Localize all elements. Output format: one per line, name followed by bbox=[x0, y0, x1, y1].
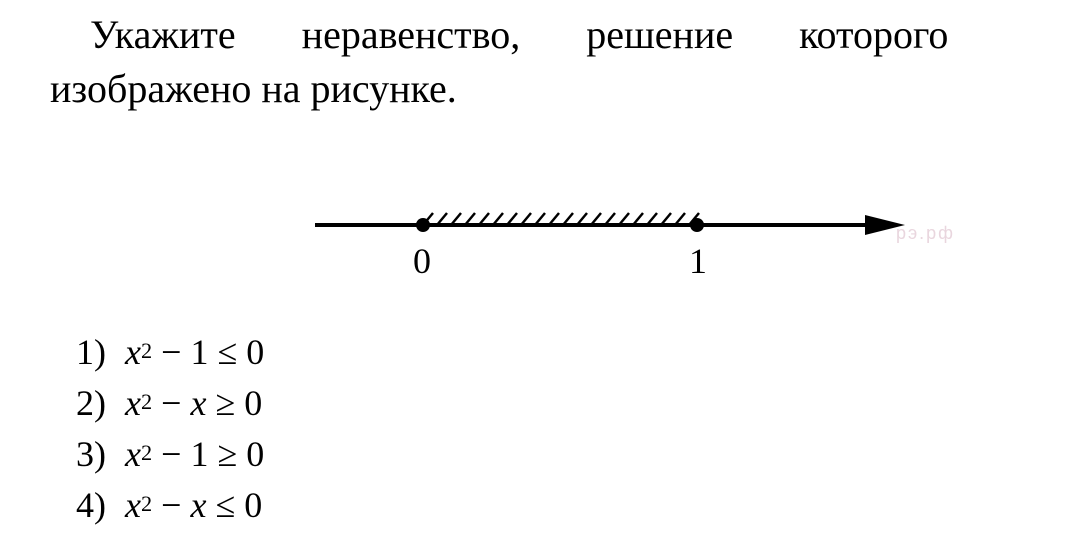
tick-label-1: 1 bbox=[689, 240, 707, 282]
option-tail: − 1 bbox=[152, 332, 217, 372]
option-tail2: 0 bbox=[237, 332, 264, 372]
option-tail: − 1 bbox=[152, 434, 217, 474]
option-op: ≤ bbox=[215, 485, 235, 525]
option-op: ≥ bbox=[217, 434, 237, 474]
question-word: неравенство, bbox=[302, 12, 521, 57]
question-word: которого bbox=[799, 12, 948, 57]
answer-options: 1) x2 − 1 ≤ 0 2) x2 − x ≥ 0 3) x2 − 1 ≥ … bbox=[76, 326, 264, 530]
question-line-1: Укажите неравенство, решение которого bbox=[50, 8, 1040, 62]
option-var: x bbox=[125, 332, 141, 372]
question-word: Укажите bbox=[90, 12, 236, 57]
option-tail: − bbox=[152, 485, 190, 525]
option-number: 4) bbox=[76, 485, 106, 525]
option-var: x bbox=[125, 383, 141, 423]
option-tail2: 0 bbox=[235, 485, 262, 525]
option-tail2: 0 bbox=[235, 383, 262, 423]
option-number: 1) bbox=[76, 332, 106, 372]
option-number: 3) bbox=[76, 434, 106, 474]
option-number: 2) bbox=[76, 383, 106, 423]
option-var2: x bbox=[190, 485, 206, 525]
option-var: x bbox=[125, 485, 141, 525]
option-op: ≤ bbox=[217, 332, 237, 372]
question-line-2: изображено на рисунке. bbox=[50, 62, 1060, 116]
number-line-figure: рэ.рф 0 1 bbox=[305, 195, 945, 285]
tick-label-0: 0 bbox=[413, 240, 431, 282]
option-superscript: 2 bbox=[141, 389, 152, 414]
option-tail2: 0 bbox=[237, 434, 264, 474]
answer-option-1: 1) x2 − 1 ≤ 0 bbox=[76, 326, 264, 377]
question-text: Укажите неравенство, решение которого из… bbox=[50, 8, 1060, 116]
option-tail: − bbox=[152, 383, 190, 423]
option-var: x bbox=[125, 434, 141, 474]
number-line-svg bbox=[305, 195, 945, 255]
answer-option-2: 2) x2 − x ≥ 0 bbox=[76, 377, 264, 428]
option-superscript: 2 bbox=[141, 440, 152, 465]
option-superscript: 2 bbox=[141, 491, 152, 516]
option-var2: x bbox=[190, 383, 206, 423]
answer-option-4: 4) x2 − x ≤ 0 bbox=[76, 479, 264, 530]
option-op: ≥ bbox=[215, 383, 235, 423]
math-problem-page: { "question": { "words": ["Укажите", "не… bbox=[0, 0, 1080, 534]
answer-option-3: 3) x2 − 1 ≥ 0 bbox=[76, 428, 264, 479]
option-superscript: 2 bbox=[141, 338, 152, 363]
question-word: решение bbox=[586, 12, 733, 57]
